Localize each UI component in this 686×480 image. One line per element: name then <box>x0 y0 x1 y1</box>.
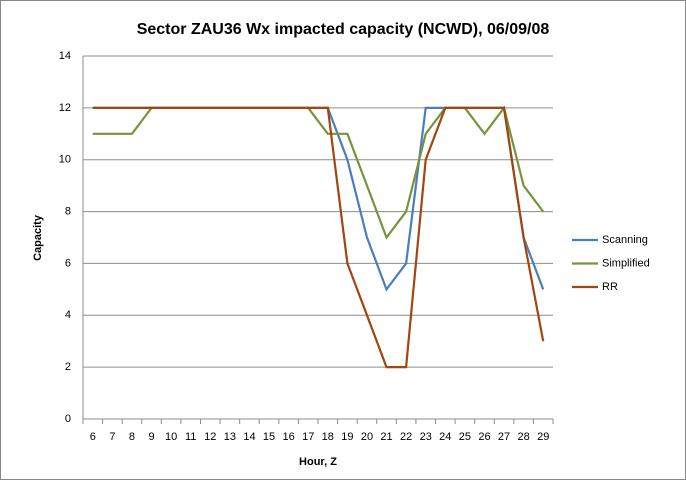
y-tick-label: 2 <box>65 361 71 373</box>
x-tick-label: 26 <box>478 431 490 443</box>
x-tick-label: 21 <box>380 431 392 443</box>
x-tick-label: 17 <box>302 431 314 443</box>
y-tick-label: 10 <box>59 154 71 166</box>
y-tick-label: 0 <box>65 413 71 425</box>
x-tick-label: 6 <box>90 431 96 443</box>
x-tick-label: 8 <box>129 431 135 443</box>
x-tick-label: 23 <box>420 431 432 443</box>
y-tick-label: 8 <box>65 205 71 217</box>
chart-title: Sector ZAU36 Wx impacted capacity (NCWD)… <box>137 21 550 38</box>
x-tick-label: 19 <box>341 431 353 443</box>
x-tick-label: 13 <box>224 431 236 443</box>
y-axis-title: Capacity <box>32 214 44 261</box>
x-tick-label: 10 <box>165 431 177 443</box>
x-tick-label: 27 <box>498 431 510 443</box>
x-tick-label: 28 <box>518 431 530 443</box>
x-axis-title: Hour, Z <box>299 456 337 468</box>
x-tick-label: 14 <box>243 431 255 443</box>
y-tick-label: 6 <box>65 257 71 269</box>
legend-label: Simplified <box>602 257 650 269</box>
series-line <box>92 106 545 369</box>
x-tick-label: 7 <box>109 431 115 443</box>
x-tick-label: 11 <box>185 431 196 443</box>
legend-label: RR <box>602 281 618 293</box>
y-tick-label: 14 <box>59 50 71 62</box>
legend-label: Scanning <box>602 234 648 246</box>
x-tick-label: 9 <box>148 431 154 443</box>
x-tick-label: 15 <box>263 431 275 443</box>
x-tick-label: 22 <box>400 431 412 443</box>
y-tick-label: 4 <box>65 309 71 321</box>
x-tick-label: 16 <box>283 431 295 443</box>
x-tick-label: 29 <box>537 431 549 443</box>
y-tick-label: 12 <box>59 102 71 114</box>
x-tick-label: 12 <box>204 431 216 443</box>
x-tick-label: 20 <box>361 431 373 443</box>
x-tick-label: 18 <box>322 431 334 443</box>
x-tick-label: 24 <box>439 431 451 443</box>
x-tick-label: 25 <box>459 431 471 443</box>
